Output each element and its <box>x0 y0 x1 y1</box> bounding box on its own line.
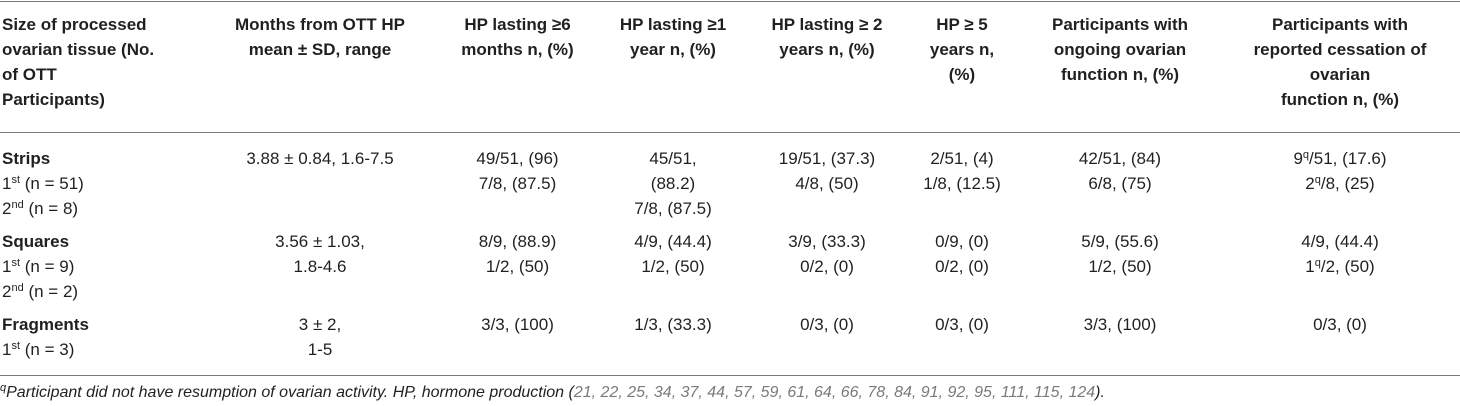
table-cell-hp1: 1/2, (50) <box>641 257 705 276</box>
group-label-squares: Squares <box>2 232 70 251</box>
header-hp-1year: HP lasting ≥1 year n, (%) <box>598 12 748 62</box>
subgroup-first: 1st (n = 3) <box>2 340 75 359</box>
subgroup-first: 1st (n = 51) <box>2 174 84 193</box>
table-cell-hp5: 0/9, (0) <box>935 232 989 251</box>
header-line: HP lasting ≥6 <box>464 15 571 34</box>
table-cell-hp2: 3/9, (33.3) <box>788 232 866 251</box>
table-cell-months: 3.88 ± 0.84, 1.6-7.5 <box>246 149 394 168</box>
header-hp-2years: HP lasting ≥ 2 years n, (%) <box>752 12 902 62</box>
table-cell-hp2: 0/2, (0) <box>800 257 854 276</box>
table-cell-months: 1-5 <box>307 340 333 359</box>
table-cell-hp5: 0/3, (0) <box>935 315 989 334</box>
header-line: (%) <box>948 65 976 84</box>
header-line: function n, (%) <box>1060 65 1180 84</box>
table-cell-cessation: 2q/8, (25) <box>1305 174 1375 193</box>
table-cell-cessation: 4/9, (44.4) <box>1301 232 1379 251</box>
table-cell-ongoing: 42/51, (84) <box>1078 149 1162 168</box>
table-cell-hp2: 19/51, (37.3) <box>778 149 876 168</box>
table-cell-hp6: 8/9, (88.9) <box>478 232 557 251</box>
table-cell-ongoing: 3/3, (100) <box>1083 315 1157 334</box>
header-cessation-function: Participants with reported cessation of … <box>1240 12 1440 112</box>
table-cell-cessation: 0/3, (0) <box>1313 315 1367 334</box>
footnote-marker: q <box>0 382 7 394</box>
header-line: year n, (%) <box>630 40 716 59</box>
header-hp-5years: HP ≥ 5 years n, (%) <box>897 12 1027 87</box>
table-cell-hp6: 1/2, (50) <box>485 257 550 276</box>
table-cell-hp6: 7/8, (87.5) <box>478 174 557 193</box>
header-line: Participants with <box>1271 15 1409 34</box>
footnote-close: ). <box>1095 384 1105 401</box>
table-cell-hp1: (88.2) <box>650 174 696 193</box>
group-label-strips: Strips <box>2 149 51 168</box>
header-line: HP lasting ≥1 <box>619 15 727 34</box>
table-footnote: qParticipant did not have resumption of … <box>0 383 1105 403</box>
table-cell-hp1: 4/9, (44.4) <box>634 232 712 251</box>
header-line: months n, (%) <box>461 40 574 59</box>
header-line: ovarian tissue (No. <box>2 40 155 59</box>
subgroup-second: 2nd (n = 2) <box>2 282 79 301</box>
group-label-fragments: Fragments <box>2 315 89 334</box>
table-cell-ongoing: 5/9, (55.6) <box>1081 232 1159 251</box>
header-months: Months from OTT HP mean ± SD, range <box>210 12 430 62</box>
header-line: years n, (%) <box>779 40 875 59</box>
footnote-text: Participant did not have resumption of o… <box>6 384 574 401</box>
header-line: HP ≥ 5 <box>936 15 988 34</box>
header-ongoing-function: Participants with ongoing ovarian functi… <box>1030 12 1210 87</box>
table-cell-hp5: 1/8, (12.5) <box>923 174 1001 193</box>
header-line: ongoing ovarian <box>1053 40 1187 59</box>
header-bottom-rule <box>0 132 1460 133</box>
table-cell-hp1: 45/51, <box>649 149 697 168</box>
subgroup-first: 1st (n = 9) <box>2 257 75 276</box>
table-cell-hp6: 3/3, (100) <box>481 315 554 334</box>
header-tissue-size: Size of processed ovarian tissue (No. of… <box>2 12 202 112</box>
table-cell-months: 3 ± 2, <box>298 315 342 334</box>
table-cell-months: 1.8-4.6 <box>293 257 347 276</box>
table-bottom-rule <box>0 375 1460 376</box>
table-top-rule <box>0 1 1460 2</box>
table-cell-hp2: 0/3, (0) <box>800 315 854 334</box>
header-line: of OTT <box>2 65 57 84</box>
table-cell-hp6: 49/51, (96) <box>476 149 559 168</box>
footnote-references[interactable]: 21, 22, 25, 34, 37, 44, 57, 59, 61, 64, … <box>573 384 1096 401</box>
header-line: function n, (%) <box>1280 90 1400 109</box>
header-line: HP lasting ≥ 2 <box>771 15 883 34</box>
table-cell-hp5: 2/51, (4) <box>930 149 994 168</box>
header-line: Participants) <box>2 90 105 109</box>
table-cell-cessation: 9q/51, (17.6) <box>1293 149 1387 168</box>
header-hp-6months: HP lasting ≥6 months n, (%) <box>440 12 595 62</box>
subgroup-second: 2nd (n = 8) <box>2 199 79 218</box>
table-cell-cessation: 1q/2, (50) <box>1305 257 1375 276</box>
table-cell-ongoing: 1/2, (50) <box>1088 257 1152 276</box>
header-line: years n, <box>929 40 995 59</box>
header-line: Participants with <box>1051 15 1189 34</box>
table-cell-hp2: 4/8, (50) <box>795 174 859 193</box>
table-cell-hp5: 0/2, (0) <box>935 257 989 276</box>
table-cell-hp1: 7/8, (87.5) <box>634 199 712 218</box>
table-cell-hp1: 1/3, (33.3) <box>634 315 712 334</box>
table-cell-ongoing: 6/8, (75) <box>1088 174 1152 193</box>
header-line: ovarian <box>1309 65 1371 84</box>
header-line: mean ± SD, range <box>248 40 392 59</box>
header-line: Months from OTT HP <box>235 15 405 34</box>
table-cell-months: 3.56 ± 1.03, <box>275 232 365 251</box>
header-line: reported cessation of <box>1253 40 1427 59</box>
header-line: Size of processed <box>2 15 147 34</box>
